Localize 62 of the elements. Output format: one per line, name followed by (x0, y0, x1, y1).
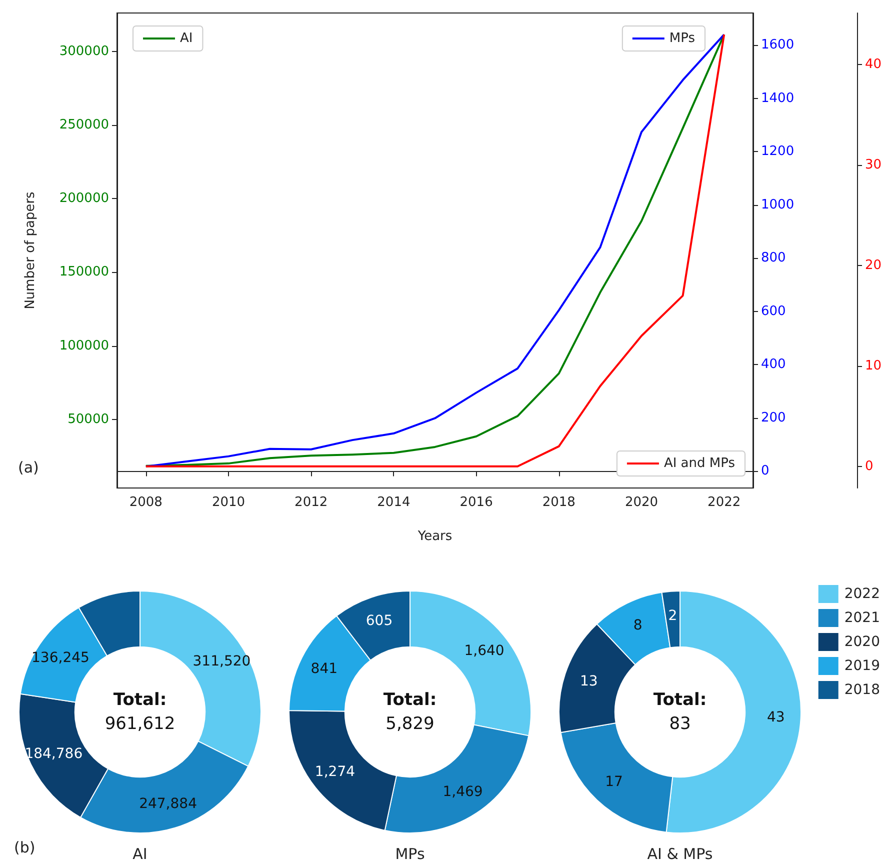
y2-tick-label: 400 (761, 357, 786, 372)
x-tick-label: 2008 (129, 495, 162, 510)
y-tick-label: 200000 (59, 191, 109, 206)
text: 83 (669, 714, 691, 734)
data-label: 1,640 (464, 643, 504, 660)
y3-tick-label: 40 (865, 57, 882, 72)
y-tick-label: 250000 (59, 118, 109, 133)
text: (b) (14, 838, 36, 856)
legend-label: 2020 (844, 634, 880, 650)
y3-tick-label: 0 (865, 458, 874, 474)
data-label: 1,469 (442, 784, 483, 800)
legend-label: MPs (669, 31, 696, 46)
x-tick-label: 2014 (377, 495, 410, 510)
x-tick-label: 2010 (212, 495, 246, 510)
data-label: 841 (310, 660, 338, 677)
text: 961,612 (104, 714, 176, 734)
x-tick-label: 2020 (624, 495, 658, 510)
y-tick-label: 150000 (59, 264, 109, 280)
x-tick-label: 2022 (708, 495, 741, 510)
y3-tick-label: 20 (865, 258, 882, 274)
x-tick-label: 2012 (294, 495, 328, 510)
y2-tick-label: 800 (761, 250, 786, 266)
legend-label: 2019 (844, 658, 880, 674)
x-tick-label: 2016 (460, 495, 493, 510)
y-tick-label: 100000 (59, 338, 109, 354)
data-label: 136,245 (32, 650, 90, 666)
data-label: 13 (580, 674, 598, 690)
slice-label: AI & MPs (647, 845, 713, 863)
x-tick-label: 2018 (542, 495, 576, 510)
data-label: 311,520 (192, 654, 251, 670)
y-axis-title: Number of papers (23, 191, 38, 310)
data-label: 1,274 (314, 764, 356, 780)
y2-tick-label: 600 (761, 304, 786, 319)
y-tick-label: 300000 (59, 44, 109, 60)
text: 5,829 (386, 714, 434, 734)
y2-tick-label: 1200 (761, 144, 794, 160)
y3-tick-label: 10 (865, 358, 882, 374)
data-label: 8 (633, 618, 642, 634)
x-axis-title: Years (416, 529, 452, 544)
y3-tick-label: 30 (865, 158, 882, 173)
text: Total: (113, 690, 167, 710)
y2-tick-label: 1000 (761, 197, 794, 212)
y-tick-label: 50000 (68, 412, 109, 427)
data-label: 247,884 (139, 796, 198, 812)
legend-label: 2022 (844, 586, 880, 602)
y2-tick-label: 1600 (761, 38, 794, 53)
y2-tick-label: 0 (761, 464, 770, 479)
data-label: 605 (366, 613, 393, 630)
legend-label: AI (180, 31, 193, 46)
y2-tick-label: 200 (761, 410, 786, 426)
text: (a) (18, 458, 39, 476)
legend-label: 2021 (844, 610, 880, 626)
data-label: 17 (605, 774, 623, 790)
slice-label: AI (132, 845, 148, 863)
text: Total: (383, 690, 437, 710)
text: Total: (653, 690, 707, 710)
data-label: 2 (668, 608, 678, 624)
legend-label: 2018 (844, 682, 880, 698)
data-label: 43 (766, 709, 785, 726)
slice-label: MPs (395, 845, 425, 863)
y2-tick-label: 1400 (761, 90, 794, 106)
legend-label: AI and MPs (664, 456, 736, 471)
